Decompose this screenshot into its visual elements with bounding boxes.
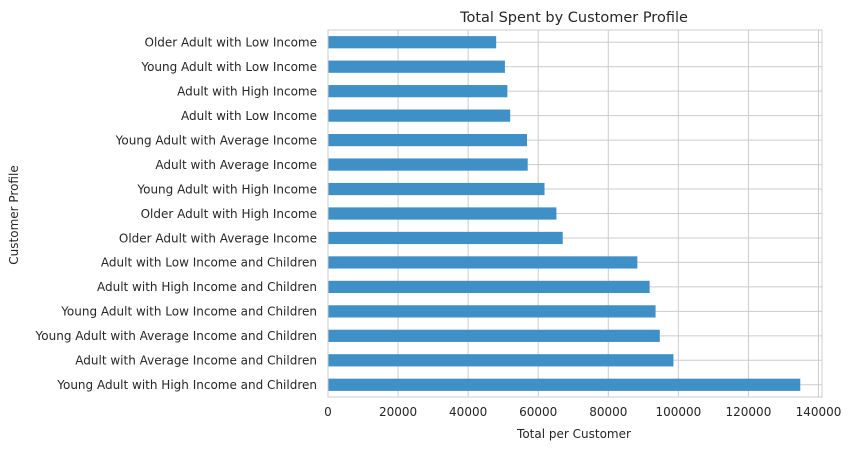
category-label: Older Adult with Average Income [119,231,317,245]
bar [328,378,801,391]
category-label: Older Adult with Low Income [145,36,317,50]
x-tick-labels: 0 20000 40000 60000 80000 100000 120000 140000 [324,405,841,419]
bar [328,85,508,98]
y-axis-label: Customer Profile [7,165,21,264]
x-tick-label: 40000 [449,405,487,419]
plot-frame [327,29,823,398]
x-tick-label: 0 [324,405,332,419]
bar [328,256,638,269]
category-label: Adult with Average Income [155,158,317,172]
x-tick-label: 120000 [726,405,772,419]
bar [328,280,650,294]
chart-title: Total Spent by Customer Profile [459,10,688,26]
bar [328,60,505,73]
category-label: Young Adult with Average Income and Chil… [35,329,317,343]
category-label: Older Adult with High Income [141,207,317,221]
category-labels: Older Adult with Low Income Young Adult w… [35,36,317,393]
bar [328,305,656,318]
x-tick-label: 20000 [379,405,417,419]
x-tick-label: 140000 [796,405,842,419]
category-label: Adult with Average Income and Children [75,354,317,368]
category-label: Adult with Low Income [181,109,317,123]
bar [328,231,563,245]
category-label: Adult with High Income [177,84,317,98]
bar [328,109,511,122]
bar [328,207,557,220]
bar [328,182,545,196]
bar [328,329,660,342]
x-axis-label: Total per Customer [516,427,631,441]
x-tick-label: 60000 [519,405,557,419]
bar [328,133,528,147]
category-label: Young Adult with Average Income [115,133,317,147]
plot-border [327,29,823,398]
category-label: Adult with High Income and Children [97,280,317,294]
x-tick-label: 80000 [589,405,627,419]
bar [328,158,528,171]
bar [328,36,497,49]
category-label: Young Adult with High Income and Childre… [56,378,317,392]
bars [328,36,801,391]
category-label: Young Adult with Low Income [140,60,317,74]
x-tick-label: 100000 [655,405,701,419]
category-label: Young Adult with Low Income and Children [60,305,317,319]
bar [328,354,674,367]
category-label: Adult with Low Income and Children [101,256,317,270]
category-label: Young Adult with High Income [136,182,317,196]
